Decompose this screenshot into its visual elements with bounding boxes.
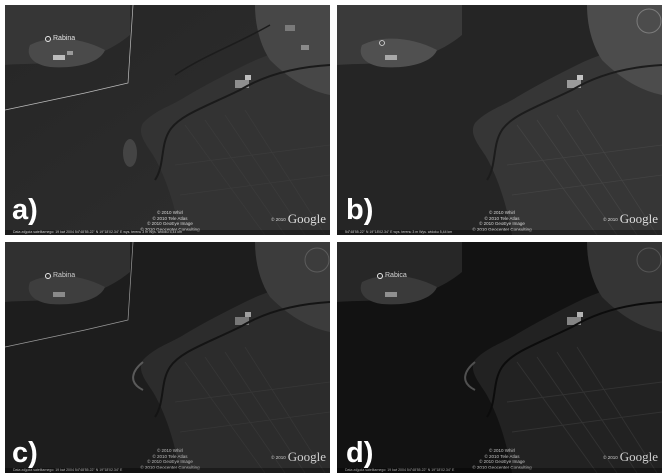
status-text: Data zdjęcia satelitarnego: 19 kwi 2004 … — [345, 468, 455, 472]
credit-line: © 2010 Tele Atlas — [152, 453, 188, 459]
credit-line: © 2010 Tele Atlas — [152, 215, 188, 221]
place-dot-icon — [377, 273, 383, 279]
brand-name: Google — [619, 449, 658, 464]
satellite-image — [337, 5, 662, 235]
credit-line: © 2010 GeoEye Image — [147, 221, 193, 226]
map-credits: © 2010 Whirl © 2010 Tele Atlas © 2010 Ge… — [432, 210, 572, 232]
panel-a: Rabina © 2010 Whirl © 2010 Tele Atlas © … — [5, 5, 330, 235]
place-dot-icon — [45, 273, 51, 279]
place-dot-icon — [45, 36, 51, 42]
map-credits: © 2010 Whirl © 2010 Tele Atlas © 2010 Ge… — [432, 448, 572, 470]
panel-c: Rabina © 2010 Whirl © 2010 Tele Atlas © … — [5, 242, 330, 473]
credit-line: © 2010 Geocenter Consulting — [140, 226, 200, 232]
credit-line: © 2010 GeoEye Image — [479, 459, 525, 464]
credit-line: © 2010 Whirl — [488, 448, 516, 453]
credit-line: © 2010 Whirl — [156, 448, 184, 453]
credit-line: © 2010 GeoEye Image — [479, 221, 525, 226]
credit-line: © 2010 Tele Atlas — [484, 215, 520, 221]
panel-d: Rabica © 2010 Whirl © 2010 Tele Atlas © … — [337, 242, 662, 473]
place-name: Rabica — [385, 272, 407, 279]
status-bar: Data zdjęcia satelitarnego: 19 kwi 2004 … — [337, 468, 662, 473]
google-logo: © 2010 Google — [271, 212, 326, 227]
place-name: Rabina — [53, 272, 76, 279]
brand-prefix: © 2010 — [603, 455, 618, 461]
panel-label: c) — [12, 437, 38, 469]
status-text: Data zdjęcia satelitarnego: 19 kwi 2004 … — [13, 468, 123, 472]
brand-prefix: © 2010 — [271, 217, 286, 223]
credit-line: © 2010 Whirl — [488, 210, 516, 215]
map-credits: © 2010 Whirl © 2010 Tele Atlas © 2010 Ge… — [100, 448, 240, 470]
panel-label: d) — [346, 437, 374, 469]
satellite-image — [337, 242, 662, 473]
google-logo: © 2010 Google — [271, 450, 326, 465]
credit-line: © 2010 GeoEye Image — [147, 459, 193, 464]
status-bar: Data zdjęcia satelitarnego: 19 kwi 2004 … — [5, 230, 330, 235]
credit-line: © 2010 Geocenter Consulting — [472, 464, 532, 470]
brand-prefix: © 2010 — [603, 217, 618, 223]
brand-name: Google — [619, 211, 658, 226]
credit-line: © 2010 Whirl — [156, 210, 184, 215]
panel-label: b) — [346, 194, 374, 226]
map-credits: © 2010 Whirl © 2010 Tele Atlas © 2010 Ge… — [100, 210, 240, 232]
status-text: Data zdjęcia satelitarnego: 19 kwi 2004 … — [13, 230, 183, 234]
status-bar: Data zdjęcia satelitarnego: 19 kwi 2004 … — [5, 468, 330, 473]
place-marker[interactable]: Rabica — [377, 272, 407, 281]
google-logo: © 2010 Google — [603, 450, 658, 465]
panel-label: a) — [12, 194, 38, 226]
credit-line: © 2010 Tele Atlas — [484, 453, 520, 459]
google-logo: © 2010 Google — [603, 212, 658, 227]
brand-prefix: © 2010 — [271, 455, 286, 461]
brand-name: Google — [287, 211, 326, 226]
panel-b: © 2010 Whirl © 2010 Tele Atlas © 2010 Ge… — [337, 5, 662, 235]
place-name: Rabina — [53, 35, 76, 42]
satellite-image — [5, 242, 330, 473]
brand-name: Google — [287, 449, 326, 464]
credit-line: © 2010 Geocenter Consulting — [140, 464, 200, 470]
place-marker[interactable]: Rabina — [45, 272, 75, 281]
status-bar: 54°48'55.22" N 19°18'02.34" E wys. teren… — [337, 230, 662, 235]
satellite-image — [5, 5, 330, 235]
status-text: 54°48'55.22" N 19°18'02.34" E wys. teren… — [345, 230, 453, 234]
place-marker[interactable]: Rabina — [45, 35, 75, 44]
credit-line: © 2010 Geocenter Consulting — [472, 226, 532, 232]
